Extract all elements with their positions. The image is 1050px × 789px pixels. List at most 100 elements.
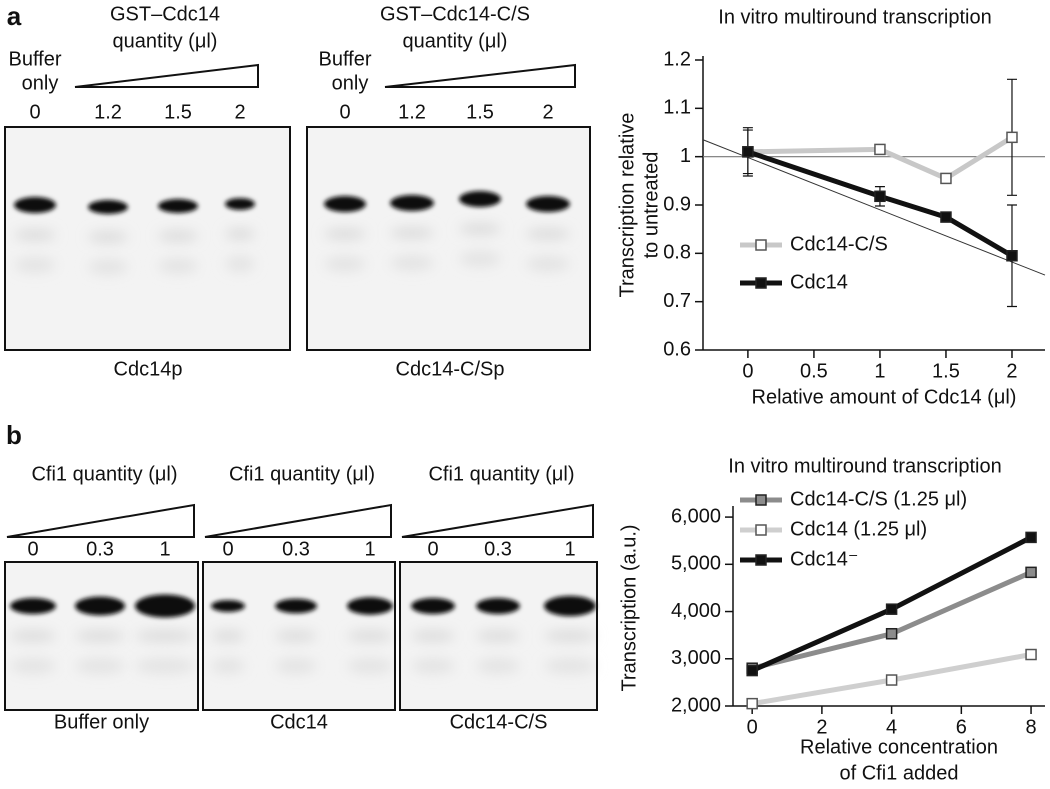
data-point [874, 143, 886, 156]
x-tick-label: 1 [874, 360, 885, 382]
gel-frame [306, 126, 591, 351]
data-point [1006, 131, 1018, 144]
gel-smear [411, 630, 455, 642]
data-point [940, 211, 952, 223]
gel-band [75, 596, 125, 616]
lane-label: 0 [29, 101, 40, 123]
y-tick-label: 0.8 [663, 242, 691, 264]
legend-marker [755, 239, 767, 251]
gel-band [526, 196, 570, 212]
gel-smear [544, 630, 596, 642]
lane-label: 0 [27, 538, 38, 560]
gel-header: GST–Cdc14-C/S [380, 3, 530, 25]
y-axis-label: Transcription (a.u.) [618, 524, 640, 691]
gel-band [347, 597, 393, 615]
gel-header: Cfi1 quantity (μl) [229, 463, 375, 485]
quantity-wedge [6, 503, 195, 538]
y-tick-label: 0.9 [663, 193, 691, 215]
gel-band [476, 598, 520, 614]
gel-band [211, 600, 245, 612]
gel-header: quantity (μl) [113, 30, 218, 52]
gel-band [225, 198, 255, 210]
gel-caption: Cdc14-C/S [450, 711, 548, 733]
x-tick-label: 0 [742, 360, 753, 382]
legend-marker [755, 554, 767, 566]
x-tick-label: 6 [956, 716, 967, 738]
gel-caption: Cdc14 [270, 711, 328, 733]
legend-label: Cdc14-C/S [790, 233, 888, 255]
series-line [747, 135, 1014, 181]
gel-smear [275, 630, 317, 642]
gel-smear [459, 223, 501, 235]
gel-band [158, 199, 198, 213]
data-point [742, 146, 754, 158]
y-tick-label: 2,000 [671, 694, 721, 716]
lane-label: 1.2 [94, 101, 122, 123]
panel-label: b [6, 420, 22, 450]
data-point [1025, 648, 1037, 661]
gel-smear [88, 259, 128, 275]
gel-band [459, 191, 501, 207]
gel-smear [390, 227, 434, 239]
control-label: only [332, 72, 369, 94]
quantity-wedge [384, 63, 576, 88]
gel-header: Cfi1 quantity (μl) [428, 463, 574, 485]
data-point [940, 172, 952, 185]
legend-label: Cdc14 (1.25 μl) [790, 518, 927, 540]
data-point [885, 627, 898, 640]
gel-band [135, 594, 195, 618]
gel-smear [476, 630, 520, 642]
control-label: Buffer [9, 48, 62, 70]
x-tick-label: 0.5 [800, 360, 828, 382]
y-tick-label: 3,000 [671, 647, 721, 669]
gel-caption: Cdc14p [114, 358, 183, 380]
gel-smear [225, 256, 255, 272]
x-axis-label: Relative concentration [800, 736, 998, 758]
lane-label: 1.5 [164, 101, 192, 123]
gel-smear [211, 658, 245, 674]
gel-smear [135, 630, 195, 642]
y-tick-label: 0.7 [663, 290, 691, 312]
gel-smear [10, 658, 56, 674]
y-axis-label: Transcription relative [616, 113, 638, 298]
x-tick-label: 1.5 [932, 360, 960, 382]
gel-frame [399, 561, 598, 711]
lane-label: 0 [427, 538, 438, 560]
gel-smear [225, 228, 255, 240]
y-tick-label: 1.2 [663, 48, 691, 70]
y-tick-label: 1 [680, 145, 691, 167]
gel-smear [544, 658, 596, 674]
x-tick-label: 8 [1025, 716, 1036, 738]
gel-smear [324, 256, 366, 272]
lane-label: 1 [159, 538, 170, 560]
gel-frame [202, 561, 396, 711]
gel-smear [158, 230, 198, 242]
chart-title: In vitro multiround transcription [718, 6, 991, 28]
x-tick-label: 0 [747, 716, 758, 738]
gel-smear [324, 228, 366, 240]
lane-label: 2 [234, 101, 245, 123]
gel-smear [75, 630, 125, 642]
legend-label: Cdc14-C/S (1.25 μl) [790, 488, 967, 510]
legend-marker [755, 524, 767, 536]
legend-marker [755, 494, 767, 506]
data-point [1025, 566, 1037, 579]
gel-smear [211, 630, 245, 642]
gel-smear [14, 229, 56, 241]
gel-caption: Cdc14-C/Sp [396, 358, 505, 380]
lane-label: 0 [339, 101, 350, 123]
gel-band [275, 598, 317, 614]
lane-label: 1 [564, 538, 575, 560]
lane-label: 0.3 [282, 538, 310, 560]
gel-smear [390, 255, 434, 271]
gel-band [88, 200, 128, 214]
quantity-wedge [401, 503, 594, 538]
data-point [1025, 531, 1037, 544]
trend-line [702, 139, 1046, 276]
gel-smear [347, 630, 393, 642]
lane-label: 1.2 [398, 101, 426, 123]
gel-smear [476, 658, 520, 674]
chart-title: In vitro multiround transcription [728, 455, 1001, 477]
y-tick-label: 6,000 [671, 505, 721, 527]
